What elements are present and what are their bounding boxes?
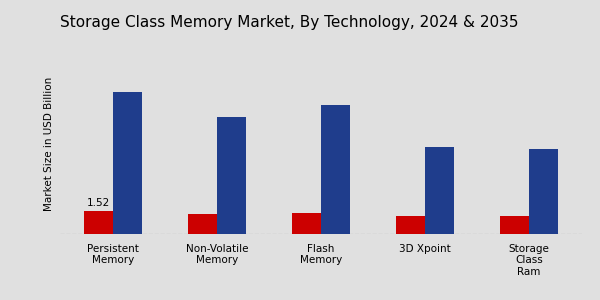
Bar: [425, 147, 454, 234]
Bar: [321, 105, 350, 234]
Text: Storage Class Memory Market, By Technology, 2024 & 2035: Storage Class Memory Market, By Technolo…: [60, 15, 518, 30]
Bar: [529, 148, 558, 234]
Bar: [500, 216, 529, 234]
Bar: [217, 117, 246, 234]
Bar: [84, 211, 113, 234]
Bar: [113, 92, 142, 234]
Legend: 2024, 2035: 2024, 2035: [460, 0, 577, 2]
Bar: [396, 216, 425, 234]
Bar: [292, 213, 321, 234]
Text: 1.52: 1.52: [86, 198, 110, 208]
Y-axis label: Market Size in USD Billion: Market Size in USD Billion: [44, 77, 55, 211]
Bar: [188, 214, 217, 234]
